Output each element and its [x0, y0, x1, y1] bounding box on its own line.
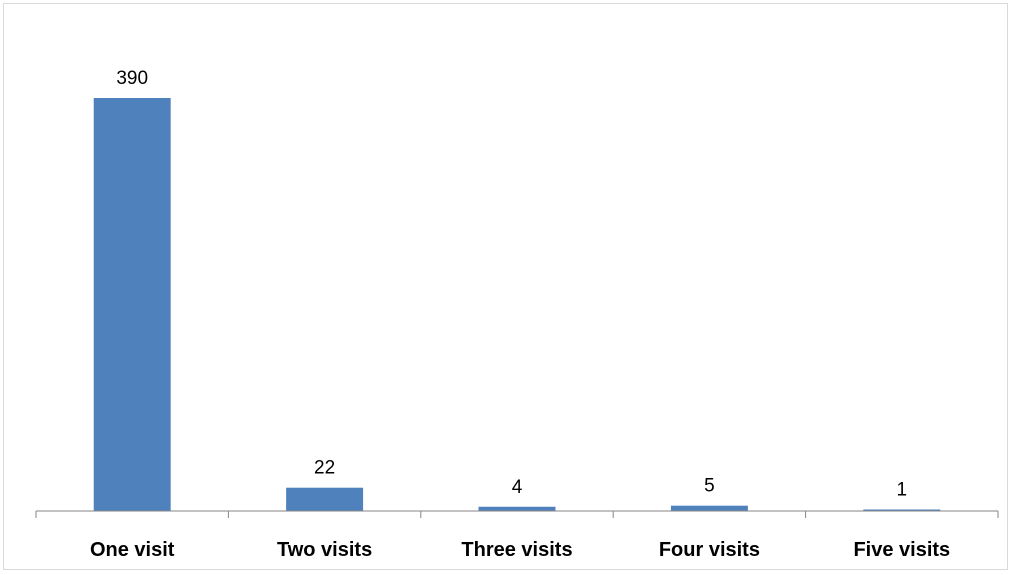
bar: [478, 506, 556, 511]
category-label: Two visits: [277, 539, 372, 561]
labels-layer: 390 One visit 22 Two visits 4 Three visits 5 Fo…: [90, 68, 950, 561]
bar: [286, 487, 364, 511]
bars-layer: [93, 98, 941, 511]
data-label: 1: [897, 480, 908, 501]
data-label: 22: [314, 458, 335, 479]
bar: [93, 98, 171, 511]
category-label: Three visits: [461, 539, 572, 561]
data-label: 390: [116, 68, 148, 89]
bar: [670, 505, 748, 511]
x-axis: [35, 510, 999, 518]
category-label: Five visits: [853, 539, 950, 561]
data-label: 4: [512, 477, 523, 498]
category-label: One visit: [90, 539, 175, 561]
category-label: Four visits: [659, 539, 760, 561]
data-label: 5: [704, 476, 715, 497]
bar: [863, 509, 941, 511]
